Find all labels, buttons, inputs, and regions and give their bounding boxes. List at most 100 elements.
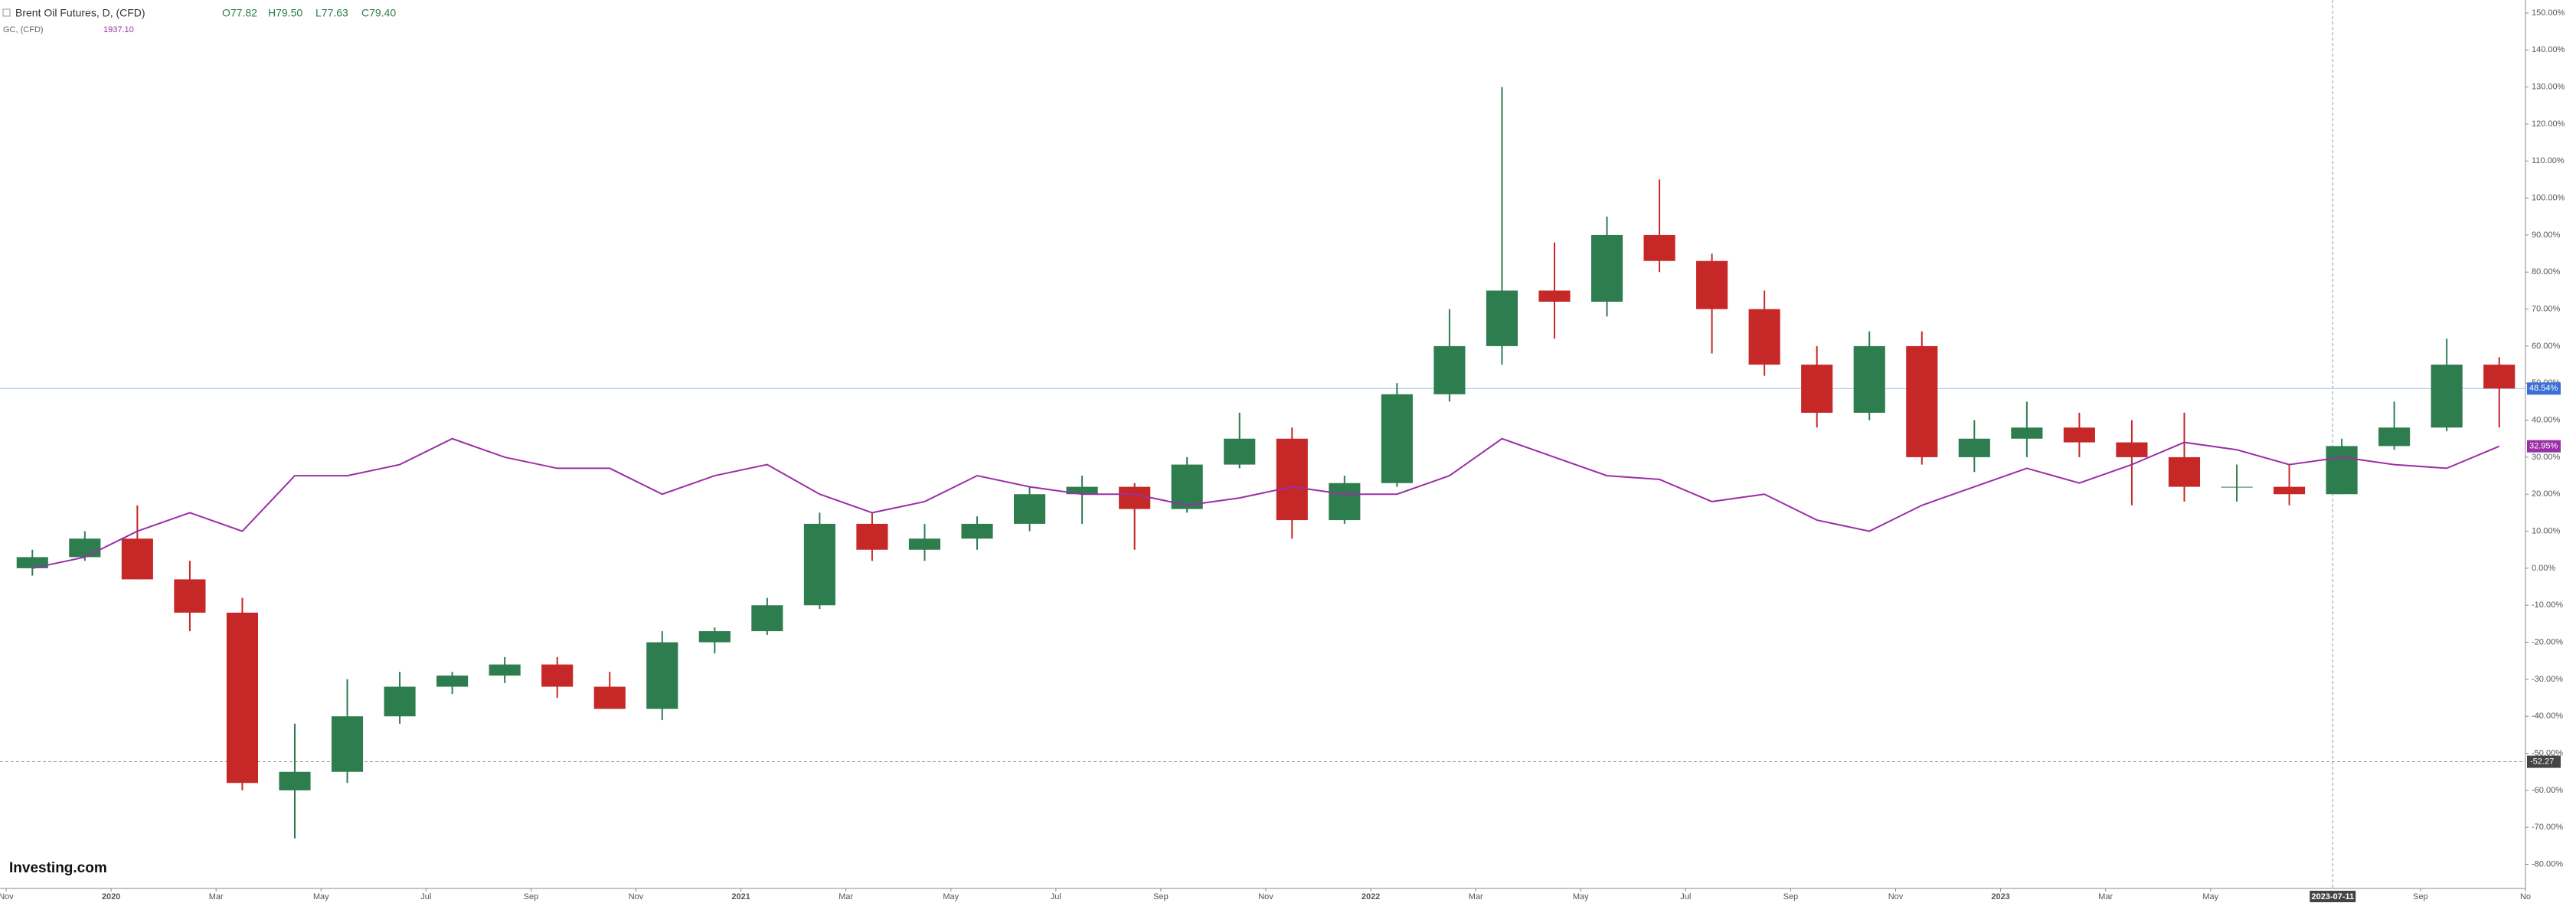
x-tick-label: Mar bbox=[839, 892, 853, 901]
candle-body bbox=[1171, 464, 1203, 509]
y-tick-label: -10.00% bbox=[2532, 600, 2563, 610]
x-tick-label: May bbox=[1573, 892, 1589, 901]
candle-body bbox=[541, 664, 574, 687]
y-tick-label: 60.00% bbox=[2532, 342, 2561, 351]
y-tick-label: 150.00% bbox=[2532, 8, 2565, 18]
x-tick-label: Sep bbox=[524, 892, 539, 901]
ohlc-close: C79.40 bbox=[361, 7, 396, 19]
ohlc-high: H79.50 bbox=[268, 7, 302, 19]
y-tick-label: 0.00% bbox=[2532, 564, 2555, 573]
candle-body bbox=[279, 771, 311, 790]
candle-body bbox=[698, 631, 731, 643]
x-tick-label: Nov bbox=[0, 892, 14, 901]
last-badge bbox=[2527, 440, 2561, 453]
y-tick-label: -60.00% bbox=[2532, 786, 2563, 795]
x-tick-label: No bbox=[2520, 892, 2531, 901]
candle-body bbox=[751, 605, 783, 632]
candle-body bbox=[908, 538, 941, 550]
x-tick-label: Mar bbox=[209, 892, 224, 901]
candle-body bbox=[1538, 290, 1571, 302]
x-tick-label: Sep bbox=[1783, 892, 1799, 901]
y-tick-label: 110.00% bbox=[2532, 156, 2565, 165]
candle-body bbox=[2011, 427, 2043, 439]
candle-body bbox=[856, 523, 888, 550]
candle-body bbox=[2326, 446, 2358, 495]
y-tick-label: -40.00% bbox=[2532, 712, 2563, 721]
x-tick-label: Jul bbox=[1680, 892, 1691, 901]
candle-body bbox=[1276, 438, 1308, 521]
compare-value: 1937.10 bbox=[103, 25, 134, 34]
x-tick-label: Jul bbox=[1051, 892, 1061, 901]
last-label: 32.95% bbox=[2529, 442, 2558, 451]
x-tick-label: 2021 bbox=[731, 892, 750, 901]
candle-body bbox=[2431, 365, 2463, 428]
x-tick-label: Nov bbox=[1258, 892, 1273, 901]
x-tick-label: Mar bbox=[2098, 892, 2113, 901]
crosshair-y-label: -52.27 bbox=[2530, 757, 2554, 766]
y-tick-label: 70.00% bbox=[2532, 304, 2561, 313]
y-tick-label: 130.00% bbox=[2532, 82, 2565, 91]
x-tick-label: May bbox=[2202, 892, 2218, 901]
candle-body bbox=[1958, 438, 1990, 457]
x-tick-label: May bbox=[313, 892, 329, 901]
y-tick-label: -20.00% bbox=[2532, 637, 2563, 646]
candle-body bbox=[961, 523, 993, 539]
candle-body bbox=[1748, 309, 1780, 365]
candle-body bbox=[1853, 345, 1885, 413]
compare-title: GC, (CFD) bbox=[3, 25, 44, 34]
candle-body bbox=[2116, 442, 2148, 457]
candle-body bbox=[1381, 394, 1413, 483]
y-tick-label: -80.00% bbox=[2532, 859, 2563, 869]
y-tick-label: 30.00% bbox=[2532, 453, 2561, 462]
x-tick-label: May bbox=[943, 892, 959, 901]
candle-body bbox=[2274, 486, 2306, 495]
candle-body bbox=[1643, 234, 1675, 261]
x-tick-label: Nov bbox=[629, 892, 644, 901]
x-tick-label: 2020 bbox=[102, 892, 120, 901]
x-tick-label: Sep bbox=[1153, 892, 1169, 901]
last-badge bbox=[2527, 382, 2561, 395]
x-tick-label: Jul bbox=[420, 892, 431, 901]
y-tick-label: -50.00% bbox=[2532, 748, 2563, 757]
y-tick-label: 100.00% bbox=[2532, 193, 2565, 202]
candle-body bbox=[1801, 365, 1833, 413]
candle-body bbox=[1486, 290, 1518, 346]
candle-body bbox=[2063, 427, 2095, 443]
last-label: 48.54% bbox=[2529, 384, 2558, 393]
candle-body bbox=[226, 612, 258, 784]
y-tick-label: -30.00% bbox=[2532, 675, 2563, 684]
candle-body bbox=[489, 664, 521, 676]
candle-body bbox=[2483, 365, 2516, 389]
candle-body bbox=[1696, 260, 1728, 309]
y-tick-label: 120.00% bbox=[2532, 119, 2565, 129]
x-tick-label: 2022 bbox=[1362, 892, 1380, 901]
candle-body bbox=[2168, 456, 2201, 487]
candle-body bbox=[1329, 483, 1361, 521]
candle-body bbox=[593, 686, 626, 709]
chart-title: Brent Oil Futures, D, (CFD) bbox=[15, 7, 145, 19]
x-tick-label: Sep bbox=[2413, 892, 2428, 901]
candle-body bbox=[16, 557, 48, 568]
x-tick-label: Mar bbox=[1469, 892, 1483, 901]
y-tick-label: 20.00% bbox=[2532, 489, 2561, 499]
candle-body bbox=[1224, 438, 1256, 465]
crosshair-x-label: 2023-07-11 bbox=[2311, 892, 2354, 901]
x-tick-label: Nov bbox=[1888, 892, 1904, 901]
candle-body bbox=[2221, 486, 2253, 488]
candle-body bbox=[174, 579, 206, 613]
candle-body bbox=[331, 716, 364, 772]
candle-body bbox=[803, 523, 835, 606]
candle-body bbox=[121, 538, 153, 580]
candle-body bbox=[1119, 486, 1151, 509]
candle-body bbox=[1066, 486, 1098, 495]
series-line bbox=[32, 437, 2500, 569]
crosshair-y-badge bbox=[2527, 755, 2561, 768]
collapse-icon[interactable] bbox=[2, 8, 11, 17]
candle-body bbox=[1433, 345, 1466, 394]
ohlc-open: O77.82 bbox=[222, 7, 257, 19]
y-tick-label: -70.00% bbox=[2532, 823, 2563, 832]
y-tick-label: 80.00% bbox=[2532, 267, 2561, 276]
candle-body bbox=[69, 538, 101, 558]
